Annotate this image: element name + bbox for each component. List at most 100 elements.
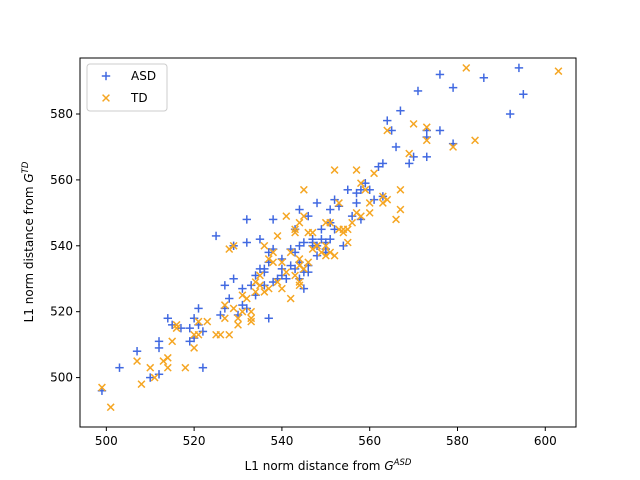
data-point-td	[396, 205, 405, 214]
data-point-td	[146, 363, 155, 372]
data-point-td	[163, 353, 172, 362]
data-point-asd	[519, 90, 528, 99]
data-point-asd	[435, 70, 445, 79]
y-tick-label: 560	[50, 173, 73, 187]
x-tick-label: 500	[95, 434, 118, 448]
data-point-asd	[194, 304, 203, 313]
data-point-asd	[396, 106, 405, 115]
data-point-td	[133, 357, 141, 366]
data-point-td	[247, 317, 256, 326]
data-point-asd	[356, 185, 366, 194]
data-point-td	[181, 363, 190, 372]
data-point-td	[449, 143, 458, 151]
data-point-td	[554, 67, 563, 76]
data-point-asd	[216, 310, 225, 320]
data-point-asd	[290, 248, 300, 257]
data-point-asd	[325, 205, 335, 214]
data-point-td	[396, 185, 405, 194]
data-point-td	[264, 284, 273, 293]
data-point-td	[299, 185, 308, 194]
data-point-td	[352, 208, 361, 217]
legend-marker-asd	[101, 71, 111, 81]
data-point-td	[348, 218, 357, 227]
data-point-td	[242, 294, 251, 303]
data-point-asd	[290, 264, 300, 274]
data-point-td	[308, 228, 317, 237]
data-point-asd	[251, 271, 260, 280]
data-point-asd	[146, 373, 155, 382]
data-point-td	[229, 241, 238, 250]
data-point-asd	[264, 248, 273, 257]
data-point-asd	[264, 314, 273, 323]
data-point-td	[238, 307, 247, 316]
data-point-asd	[238, 284, 247, 293]
series-td	[98, 63, 563, 412]
data-point-asd	[339, 241, 348, 250]
data-point-td	[383, 195, 392, 204]
data-point-td	[172, 320, 181, 329]
data-point-asd	[514, 63, 524, 73]
data-point-td	[225, 330, 234, 339]
data-point-td	[220, 314, 229, 323]
data-point-td	[356, 179, 365, 188]
data-point-td	[308, 245, 317, 254]
data-point-asd	[387, 126, 396, 135]
data-point-td	[286, 248, 295, 257]
data-point-asd	[369, 195, 379, 204]
data-point-asd	[185, 323, 194, 333]
data-point-td	[150, 373, 159, 382]
data-point-td	[295, 261, 304, 270]
data-point-asd	[405, 159, 414, 168]
data-point-asd	[330, 195, 339, 204]
data-point-td	[168, 337, 177, 346]
data-point-td	[352, 166, 361, 174]
data-point-asd	[479, 73, 489, 82]
y-axis-title: L1 norm distance from GTD	[21, 161, 36, 322]
y-tick-label: 580	[50, 107, 73, 121]
y-axis-ticks: 500 520 540 560 580	[50, 107, 80, 385]
data-point-asd	[304, 267, 313, 277]
data-point-asd	[304, 211, 313, 221]
data-point-td	[260, 241, 269, 250]
data-point-asd	[317, 225, 326, 234]
data-point-td	[137, 380, 146, 389]
data-point-td	[264, 255, 273, 263]
data-point-asd	[413, 86, 423, 96]
data-point-asd	[260, 281, 269, 290]
data-point-td	[317, 248, 326, 257]
data-point-td	[247, 314, 256, 323]
data-point-td	[277, 284, 286, 293]
data-point-td	[343, 225, 352, 234]
data-point-td	[247, 307, 256, 316]
x-axis-ticks: 500 520 540 560 580 600	[95, 427, 557, 448]
data-point-td	[98, 383, 106, 392]
data-point-asd	[260, 267, 269, 277]
data-point-asd	[312, 198, 322, 208]
legend: ASD TD	[86, 63, 168, 112]
data-point-asd	[255, 235, 265, 244]
y-tick-label: 540	[50, 239, 73, 253]
data-point-asd	[211, 231, 221, 241]
y-tick-label: 500	[50, 371, 73, 385]
data-point-asd	[295, 241, 304, 250]
x-axis-title-sup: ASD	[393, 458, 412, 468]
data-point-asd	[238, 300, 247, 310]
data-point-td	[321, 241, 330, 250]
data-point-asd	[343, 185, 352, 194]
y-axis-title-base: G	[22, 173, 36, 182]
data-point-td	[286, 294, 295, 303]
data-point-td	[378, 192, 387, 201]
data-point-td	[471, 136, 479, 145]
data-point-asd	[246, 281, 256, 290]
data-point-asd	[154, 337, 164, 346]
data-point-td	[277, 258, 286, 267]
data-point-td	[462, 63, 471, 72]
legend-label-td: TD	[130, 91, 148, 105]
data-point-asd	[383, 116, 392, 125]
data-point-td	[273, 278, 282, 286]
data-point-asd	[189, 314, 199, 323]
data-point-td	[365, 199, 374, 207]
data-point-td	[378, 199, 387, 207]
data-point-td	[291, 228, 300, 237]
